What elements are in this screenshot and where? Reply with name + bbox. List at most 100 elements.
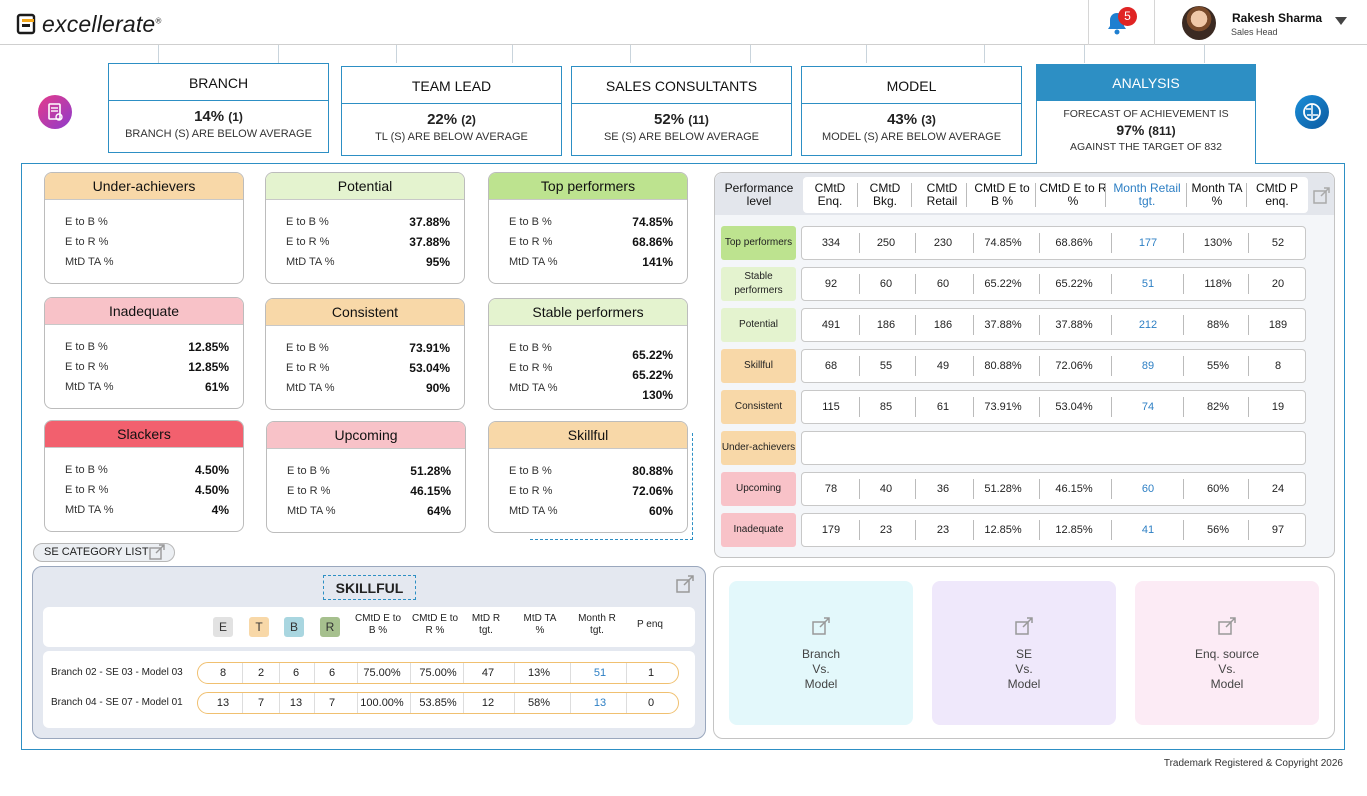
logo-mark-icon [16, 13, 36, 35]
comparison-label: Vs. [812, 662, 830, 676]
user-role: Sales Head [1231, 27, 1278, 37]
badge-r: R [320, 617, 340, 637]
brand-logo[interactable]: excellerate® [16, 11, 162, 37]
table-cell[interactable]: 13 [593, 697, 607, 709]
skillful-body: Branch 02 - SE 03 - Model 03 8 2 6 6 75.00% 75… [43, 651, 695, 728]
metric-label: E to B % [286, 216, 329, 228]
table-cell: 68 [824, 360, 838, 372]
metric-value: 37.88% [409, 235, 450, 249]
se-category-list-button[interactable]: SE CATEGORY LIST [33, 543, 175, 562]
tab-model[interactable]: MODEL 43% (3) MODEL (S) ARE BELOW AVERAG… [801, 66, 1022, 156]
category-card[interactable]: Upcoming E to B % 51.28% E to R % 46.15% MtD … [266, 421, 466, 533]
report-icon[interactable] [38, 95, 72, 129]
badge-e: E [213, 617, 233, 637]
chevron-down-icon[interactable] [1335, 17, 1347, 25]
table-cell: 186 [876, 319, 896, 331]
category-card[interactable]: Stable performers E to B % 65.22% E to R % 6… [488, 298, 688, 410]
comparison-label: Model [1210, 677, 1244, 691]
column-header: MtD TA % [523, 613, 557, 636]
table-row[interactable]: 68 55 49 80.88% 72.06% 89 55% 8 [801, 349, 1306, 383]
category-metrics: E to B % 65.22% E to R % 65.22% MtD TA % 130% [489, 326, 687, 402]
category-card[interactable]: Potential E to B % 37.88% E to R % 37.88% MtD… [265, 172, 465, 284]
table-cell[interactable]: 74 [1141, 401, 1155, 413]
tab-analysis[interactable]: ANALYSIS FORECAST OF ACHIEVEMENT IS 97% … [1036, 64, 1256, 164]
avatar[interactable] [1182, 6, 1216, 40]
cell-divider [914, 315, 916, 335]
column-header: CMtD E to R % [411, 613, 459, 636]
table-cell: 53.04% [1055, 401, 1093, 413]
metric-row: E to R % [65, 232, 229, 252]
table-row[interactable]: 8 2 6 6 75.00% 75.00% 47 13% 51 1 [197, 662, 679, 684]
panel-title: SKILLFUL [323, 575, 416, 600]
open-external-icon[interactable] [675, 575, 695, 594]
category-metrics: E to B % 12.85% E to R % 12.85% MtD TA % 61% [45, 325, 243, 397]
category-card[interactable]: Under-achievers E to B % E to R % MtD TA % [44, 172, 244, 284]
table-cell[interactable]: 41 [1141, 524, 1155, 536]
table-row[interactable]: 115 85 61 73.91% 53.04% 74 82% 19 [801, 390, 1306, 424]
table-cell[interactable]: 89 [1141, 360, 1155, 372]
comparison-card[interactable]: SE Vs. Model [932, 581, 1116, 725]
table-cell[interactable]: 60 [1141, 483, 1155, 495]
table-cell: 73.91% [984, 401, 1022, 413]
column-divider [966, 183, 967, 207]
table-cell: 74.85% [984, 237, 1022, 249]
open-external-icon[interactable] [1312, 186, 1331, 205]
column-header: Month TA % [1191, 181, 1243, 208]
metric-row: E to B % 4.50% [65, 460, 229, 480]
table-cell: 49 [936, 360, 950, 372]
metric-value: 65.22% [632, 368, 673, 382]
comparison-card[interactable]: Enq. source Vs. Model [1135, 581, 1319, 725]
cell-divider [1183, 397, 1184, 417]
tab-value: 22% (2) [427, 111, 476, 128]
tab-sales-consultants[interactable]: SALES CONSULTANTS 52% (11) SE (S) ARE BE… [571, 66, 792, 156]
metric-label: MtD TA % [286, 382, 335, 394]
table-row[interactable]: 179 23 23 12.85% 12.85% 41 56% 97 [801, 513, 1306, 547]
comparison-label: Enq. source [1194, 647, 1260, 661]
metric-value: 74.85% [632, 215, 673, 229]
metric-row: E to R % 72.06% [509, 481, 673, 501]
metric-value: 141% [642, 255, 673, 269]
comparison-card[interactable]: Branch Vs. Model [729, 581, 913, 725]
tab-branch[interactable]: BRANCH 14% (1) BRANCH (S) ARE BELOW AVER… [108, 63, 329, 153]
table-cell[interactable]: 177 [1138, 237, 1158, 249]
category-card[interactable]: Slackers E to B % 4.50% E to R % 4.50% MtD TA… [44, 420, 244, 532]
cell-divider [914, 233, 916, 253]
table-cell: 60 [936, 278, 950, 290]
connector-line [750, 45, 751, 63]
column-divider [857, 183, 858, 207]
table-row[interactable] [801, 431, 1306, 465]
metric-label: E to B % [65, 464, 108, 476]
table-row[interactable]: 92 60 60 65.22% 65.22% 51 118% 20 [801, 267, 1306, 301]
metric-label: MtD TA % [65, 504, 114, 516]
category-card[interactable]: Skillful E to B % 80.88% E to R % 72.06% MtD … [488, 421, 688, 533]
category-card[interactable]: Consistent E to B % 73.91% E to R % 53.04% Mt… [265, 298, 465, 410]
tab-team-lead[interactable]: TEAM LEAD 22% (2) TL (S) ARE BELOW AVERA… [341, 66, 562, 156]
cell-divider [858, 356, 860, 376]
table-cell[interactable]: 212 [1138, 319, 1158, 331]
table-cell[interactable]: 51 [593, 667, 607, 679]
table-row[interactable]: 13 7 13 7 100.00% 53.85% 12 58% 13 0 [197, 692, 679, 714]
category-card[interactable]: Inadequate E to B % 12.85% E to R % 12.85% Mt… [44, 297, 244, 409]
connector-line [630, 45, 631, 63]
row-label: Branch 04 - SE 07 - Model 01 [51, 697, 183, 708]
metric-value: 73.91% [409, 341, 450, 355]
table-cell: 12 [481, 697, 495, 709]
brain-icon[interactable] [1295, 95, 1329, 129]
table-cell: 68.86% [1055, 237, 1093, 249]
table-row[interactable]: 491 186 186 37.88% 37.88% 212 88% 189 [801, 308, 1306, 342]
open-external-icon [812, 617, 830, 635]
cell-divider [858, 479, 860, 499]
category-metrics: E to B % 37.88% E to R % 37.88% MtD TA % 95% [266, 200, 464, 272]
forecast-label: FORECAST OF ACHIEVEMENT IS [1063, 108, 1229, 120]
table-row[interactable]: 78 40 36 51.28% 46.15% 60 60% 24 [801, 472, 1306, 506]
tab-subtitle: TL (S) ARE BELOW AVERAGE [375, 131, 528, 143]
metric-label: E to R % [509, 485, 553, 497]
category-card[interactable]: Top performers E to B % 74.85% E to R % 68.8… [488, 172, 688, 284]
metric-value: 4% [211, 503, 229, 517]
table-cell: 52 [1271, 237, 1285, 249]
table-cell[interactable]: 51 [1141, 278, 1155, 290]
selection-outline [530, 433, 693, 540]
cell-divider [625, 663, 627, 683]
forecast-target: AGAINST THE TARGET OF 832 [1070, 141, 1222, 153]
table-row[interactable]: 334 250 230 74.85% 68.86% 177 130% 52 [801, 226, 1306, 260]
